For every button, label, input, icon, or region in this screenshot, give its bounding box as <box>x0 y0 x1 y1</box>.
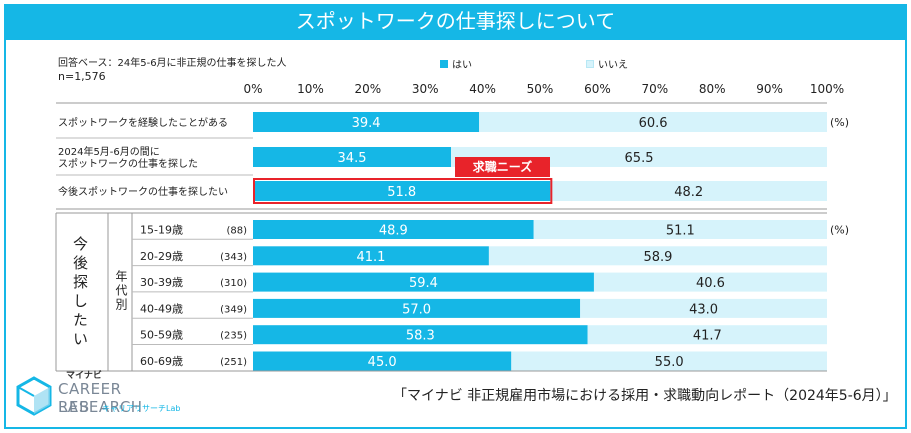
age-row-4-yes-bar <box>253 325 588 345</box>
page-title: スポットワークの仕事探しについて <box>4 4 907 38</box>
age-row-label: 20-29歳 <box>140 250 183 263</box>
main-row-label: 今後スポットワークの仕事を探したい <box>58 185 228 198</box>
main-row-0-yes-bar <box>253 112 480 132</box>
age-row-5-yes-bar <box>253 351 512 371</box>
x-tick-label: 20% <box>354 82 381 96</box>
age-row-3-no-value: 43.0 <box>689 302 718 317</box>
highlight-box <box>253 178 553 204</box>
main-row-2-no-bar <box>550 181 827 201</box>
main-row-label: スポットワークを経験したことがある <box>58 116 228 129</box>
age-row-4-no-bar <box>587 325 827 345</box>
age-row-5-no-value: 55.0 <box>655 355 684 370</box>
legend-no: いいえ <box>586 56 628 71</box>
age-row-0-yes-value: 48.9 <box>379 224 408 239</box>
age-row-1-no-value: 58.9 <box>643 250 672 265</box>
x-tick-label: 80% <box>699 82 726 96</box>
age-row-4-yes-value: 58.3 <box>406 329 435 344</box>
main-row-label: 2024年5月-6月の間に <box>58 145 160 158</box>
highlight-tag-bg <box>455 157 550 177</box>
legend-yes-swatch <box>440 59 448 68</box>
age-row-3-yes-bar <box>253 298 581 318</box>
age-row-3-no-bar <box>580 298 827 318</box>
main-row-0-no-bar <box>479 112 827 132</box>
age-row-n: (235) <box>220 331 247 342</box>
legend-no-swatch <box>586 59 594 68</box>
x-tick-label: 30% <box>412 82 439 96</box>
main-row-2-no-value: 48.2 <box>674 185 703 200</box>
main-row-0-yes-value: 39.4 <box>352 116 381 131</box>
logo-line2: LAB <box>58 398 91 416</box>
main-row-1-yes-bar <box>253 147 452 167</box>
age-row-4-no-value: 41.7 <box>693 329 722 344</box>
age-row-0-no-bar <box>533 220 827 239</box>
age-row-2-no-value: 40.6 <box>696 276 725 291</box>
citation: 「マイナビ 非正規雇用市場における採用・求職動向レポート（2024年5-6月）」 <box>393 388 897 404</box>
x-tick-label: 50% <box>527 82 554 96</box>
logo-cube-icon <box>16 376 52 416</box>
x-tick-label: 10% <box>297 82 324 96</box>
logo-jp: キャリアリサーチLab <box>102 404 181 413</box>
legend-no-label: いいえ <box>598 60 628 71</box>
x-tick-label: 90% <box>756 82 783 96</box>
main-row-1-yes-value: 34.5 <box>338 151 367 166</box>
x-tick-label: 70% <box>641 82 668 96</box>
age-row-1-no-bar <box>488 246 827 266</box>
logo: マイナビ CAREER RESEARCH LAB キャリアリサーチLab <box>14 368 204 424</box>
logo-brand-small: マイナビ <box>66 371 102 381</box>
age-row-0-no-value: 51.1 <box>666 224 695 239</box>
base-note: 回答ベース：24年5-6月に非正規の仕事を探した人 <box>58 58 287 69</box>
age-row-2-no-bar <box>593 272 827 292</box>
main-row-2-yes-value: 51.8 <box>387 185 416 200</box>
age-row-n: (349) <box>220 304 247 315</box>
age-row-n: (88) <box>226 226 247 237</box>
x-tick-label: 100% <box>810 82 844 96</box>
age-row-n: (310) <box>220 278 247 289</box>
main-row-1-no-value: 65.5 <box>625 151 654 166</box>
age-row-2-yes-bar <box>253 272 594 292</box>
age-row-5-no-bar <box>511 351 827 371</box>
main-row-2-yes-bar <box>253 181 551 201</box>
age-row-2-yes-value: 59.4 <box>409 276 438 291</box>
age-row-1-yes-value: 41.1 <box>356 250 385 265</box>
group-subtitle: 年代別 <box>114 270 128 312</box>
legend-yes-label: はい <box>452 60 472 71</box>
highlight-tag-label: 求職ニーズ <box>473 159 532 174</box>
x-tick-label: 40% <box>469 82 496 96</box>
age-row-1-yes-bar <box>253 246 489 266</box>
x-tick-label: 60% <box>584 82 611 96</box>
chart-panel <box>4 38 907 429</box>
age-row-label: 15-19歳 <box>140 224 183 237</box>
age-row-0-yes-bar <box>253 220 534 239</box>
group-title: 今後探したい <box>71 236 89 350</box>
main-row-0-no-value: 60.6 <box>639 116 668 131</box>
age-row-0-unit: (%) <box>830 224 849 237</box>
logo-line1: CAREER RESEARCH <box>58 380 143 416</box>
age-row-label: 60-69歳 <box>140 355 183 368</box>
age-row-label: 50-59歳 <box>140 329 183 342</box>
legend-yes: はい <box>440 56 472 71</box>
age-row-5-yes-value: 45.0 <box>368 355 397 370</box>
age-row-label: 40-49歳 <box>140 302 183 315</box>
sample-size: n=1,576 <box>58 70 106 83</box>
main-row-0-unit: (%) <box>830 116 849 129</box>
age-row-n: (343) <box>220 252 247 263</box>
x-tick-label: 0% <box>243 82 262 96</box>
age-row-3-yes-value: 57.0 <box>402 302 431 317</box>
age-row-label: 30-39歳 <box>140 276 183 289</box>
age-row-n: (251) <box>220 357 247 368</box>
main-row-label: スポットワークの仕事を探した <box>58 157 198 170</box>
